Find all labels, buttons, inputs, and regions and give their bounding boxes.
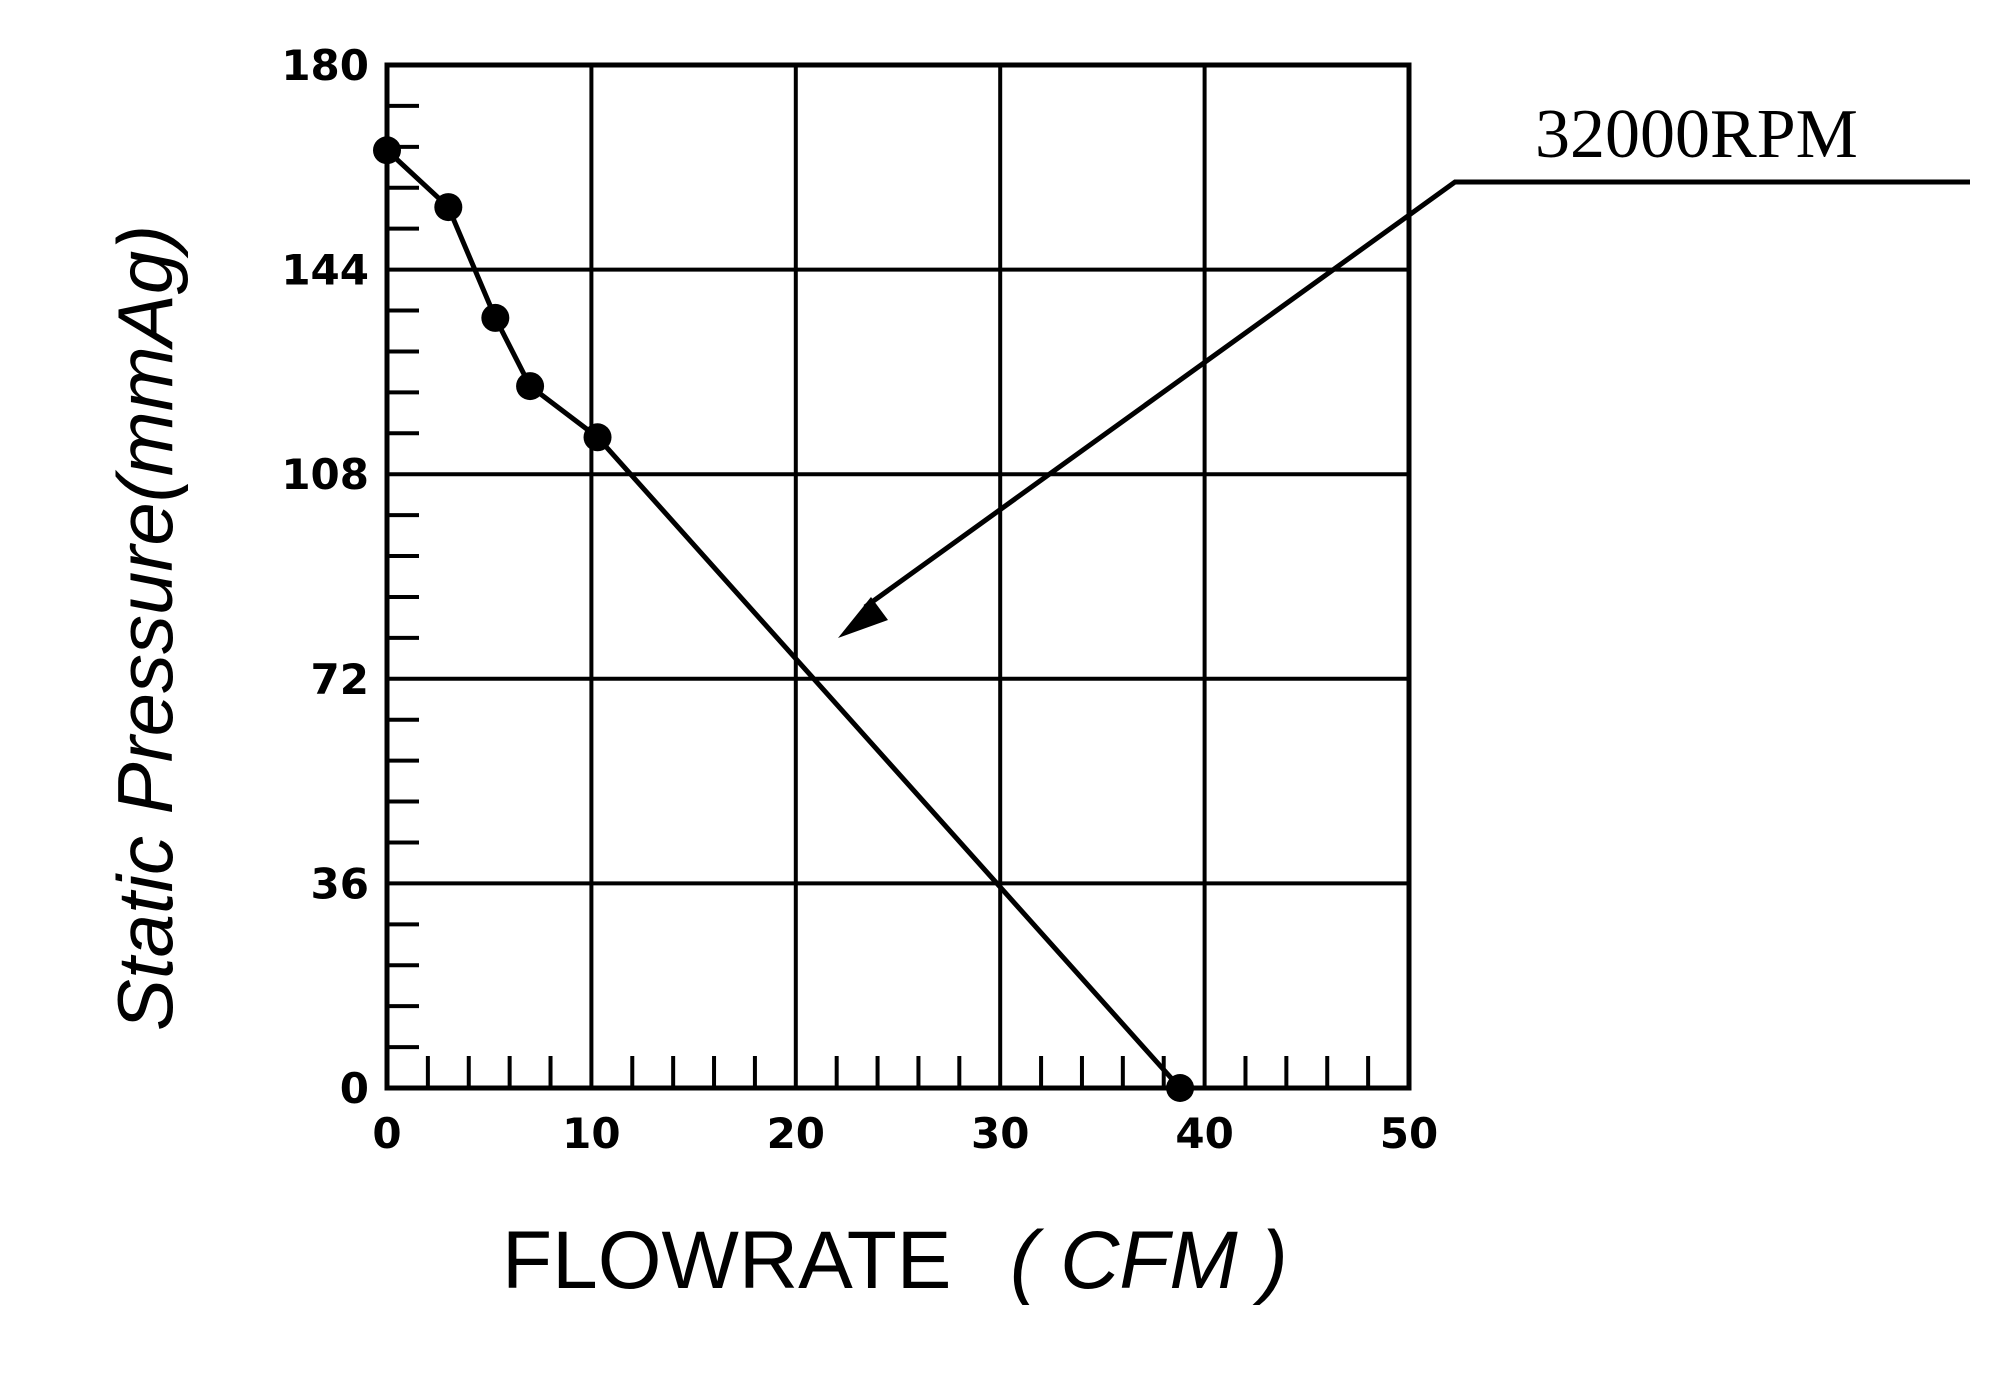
x-tick-label-40: 40 (1175, 1109, 1233, 1158)
plot-frame (384, 62, 1412, 1091)
series-group (373, 136, 1195, 1102)
data-point (583, 423, 612, 452)
annotation-leader-line (863, 179, 1970, 610)
y-tick-label-180: 180 (281, 41, 369, 90)
y-tick-label-0: 0 (340, 1064, 369, 1113)
tick-labels: 0 10 20 30 40 50 0 36 72 108 144 180 (281, 41, 1438, 1158)
x-axis-unit: ( CFM ) (1010, 1215, 1288, 1306)
grid-lines (387, 65, 1409, 1088)
data-point (434, 193, 463, 222)
annotation-arrowhead (838, 597, 888, 638)
annotation-label: 32000RPM (1535, 96, 1858, 173)
data-point (373, 136, 401, 165)
x-tick-label-50: 50 (1380, 1109, 1438, 1158)
y-tick-label-108: 108 (281, 450, 369, 499)
x-tick-label-20: 20 (767, 1109, 825, 1158)
data-point (1166, 1074, 1195, 1102)
rpm-annotation: 32000RPM (838, 96, 1970, 638)
x-tick-label-30: 30 (971, 1109, 1029, 1158)
x-tick-label-0: 0 (372, 1109, 401, 1158)
x-tick-label-10: 10 (562, 1109, 620, 1158)
y-tick-label-72: 72 (311, 655, 369, 704)
y-tick-label-36: 36 (311, 859, 369, 908)
minor-ticks (387, 103, 1371, 1088)
data-point (516, 372, 545, 401)
y-tick-label-144: 144 (281, 246, 369, 295)
x-axis-title: FLOWRATE (502, 1215, 951, 1306)
data-point (481, 303, 510, 332)
y-axis-title: Static Pressure(mmAg) (101, 225, 189, 1031)
series-line-0 (385, 148, 1182, 1090)
